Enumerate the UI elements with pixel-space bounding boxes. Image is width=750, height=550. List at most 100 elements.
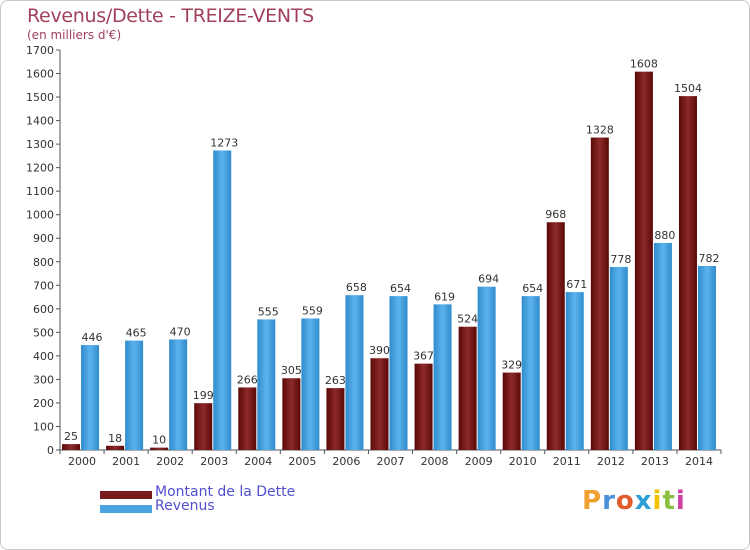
data-label-dette: 1608: [630, 58, 658, 71]
y-tick-label: 600: [33, 303, 54, 316]
legend-swatch-revenus: [100, 505, 152, 513]
x-tick-label: 2011: [553, 455, 581, 468]
data-label-revenus: 654: [390, 282, 411, 295]
bar-dette: [678, 96, 697, 450]
logo-letter: t: [662, 486, 676, 516]
data-label-dette: 367: [413, 350, 434, 363]
bar-revenus: [609, 266, 628, 450]
y-tick-label: 100: [33, 420, 54, 433]
x-tick-label: 2007: [377, 455, 405, 468]
y-tick-label: 1300: [26, 138, 54, 151]
bar-revenus: [389, 296, 408, 450]
data-label-revenus: 559: [302, 304, 323, 317]
bar-revenus: [697, 266, 716, 450]
logo-letter: P: [582, 486, 603, 516]
bar-dette: [150, 447, 169, 450]
x-tick-label: 2009: [465, 455, 493, 468]
x-tick-label: 2013: [641, 455, 669, 468]
bar-dette: [238, 387, 257, 450]
bar-dette: [62, 444, 81, 450]
y-tick-label: 800: [33, 256, 54, 269]
y-tick-label: 900: [33, 232, 54, 245]
data-label-dette: 390: [369, 344, 390, 357]
bar-revenus: [169, 339, 188, 450]
bar-revenus: [213, 150, 232, 450]
data-label-dette: 524: [457, 313, 478, 326]
data-label-dette: 305: [281, 364, 302, 377]
data-label-revenus: 778: [610, 253, 631, 266]
data-label-dette: 199: [193, 389, 214, 402]
bar-dette: [634, 71, 653, 450]
bar-revenus: [653, 242, 672, 450]
x-tick-label: 2012: [597, 455, 625, 468]
bar-dette: [370, 358, 389, 450]
y-tick-label: 1400: [26, 115, 54, 128]
x-tick-label: 2010: [509, 455, 537, 468]
bar-dette: [106, 445, 125, 450]
data-label-dette: 18: [108, 432, 122, 445]
data-label-dette: 968: [545, 208, 566, 221]
data-label-revenus: 470: [170, 325, 191, 338]
chart-title: Revenus/Dette - TREIZE-VENTS: [27, 5, 314, 27]
y-tick-label: 0: [47, 444, 54, 457]
data-label-revenus: 555: [258, 305, 279, 318]
data-label-dette: 1328: [586, 124, 614, 137]
y-tick-label: 1700: [26, 44, 54, 57]
y-tick-label: 400: [33, 350, 54, 363]
data-label-revenus: 658: [346, 281, 367, 294]
y-tick-label: 500: [33, 326, 54, 339]
data-label-dette: 25: [64, 430, 78, 443]
chart-subtitle: (en milliers d'€): [27, 28, 122, 42]
legend-label-revenus: Revenus: [155, 498, 215, 514]
legend-swatch-debt: [100, 491, 152, 499]
bar-revenus: [81, 345, 100, 450]
data-label-revenus: 694: [478, 273, 499, 286]
logo-letter: i: [675, 486, 686, 516]
x-tick-label: 2002: [156, 455, 184, 468]
data-label-revenus: 654: [522, 282, 543, 295]
y-tick-label: 1100: [26, 185, 54, 198]
x-tick-label: 2003: [200, 455, 228, 468]
bar-dette: [458, 326, 477, 450]
data-label-dette: 266: [237, 373, 258, 386]
y-tick-label: 1200: [26, 162, 54, 175]
logo-letter: r: [602, 486, 616, 516]
bar-revenus: [477, 286, 496, 450]
y-tick-label: 1000: [26, 209, 54, 222]
bar-revenus: [301, 318, 320, 450]
data-label-revenus: 619: [434, 290, 455, 303]
bar-revenus: [565, 292, 584, 450]
data-label-revenus: 446: [82, 331, 103, 344]
data-label-revenus: 465: [126, 327, 147, 340]
bar-revenus: [257, 319, 276, 450]
x-tick-label: 2000: [68, 455, 96, 468]
logo-letter: i: [652, 486, 663, 516]
bar-revenus: [433, 304, 452, 450]
legend-label-debt: Montant de la Dette: [155, 484, 296, 500]
bar-revenus: [125, 340, 144, 450]
y-tick-label: 1600: [26, 68, 54, 81]
x-tick-label: 2001: [112, 455, 140, 468]
x-tick-label: 2014: [685, 455, 713, 468]
y-tick-label: 300: [33, 373, 54, 386]
logo-letter: o: [615, 486, 635, 516]
y-tick-label: 700: [33, 279, 54, 292]
data-label-dette: 10: [152, 434, 166, 447]
data-label-revenus: 880: [654, 229, 675, 242]
proxiti-logo: Proxiti: [582, 486, 686, 516]
bar-revenus: [521, 296, 540, 450]
x-tick-label: 2005: [288, 455, 316, 468]
bar-dette: [502, 372, 521, 450]
bar-dette: [590, 137, 609, 450]
y-tick-label: 200: [33, 397, 54, 410]
bar-dette: [326, 388, 345, 450]
x-tick-label: 2004: [244, 455, 272, 468]
y-tick-label: 1500: [26, 91, 54, 104]
x-tick-label: 2008: [421, 455, 449, 468]
data-label-revenus: 782: [698, 252, 719, 265]
data-label-dette: 329: [501, 359, 522, 372]
data-label-revenus: 671: [566, 278, 587, 291]
logo-letter: x: [634, 486, 653, 516]
bar-dette: [282, 378, 301, 450]
data-label-dette: 263: [325, 374, 346, 387]
